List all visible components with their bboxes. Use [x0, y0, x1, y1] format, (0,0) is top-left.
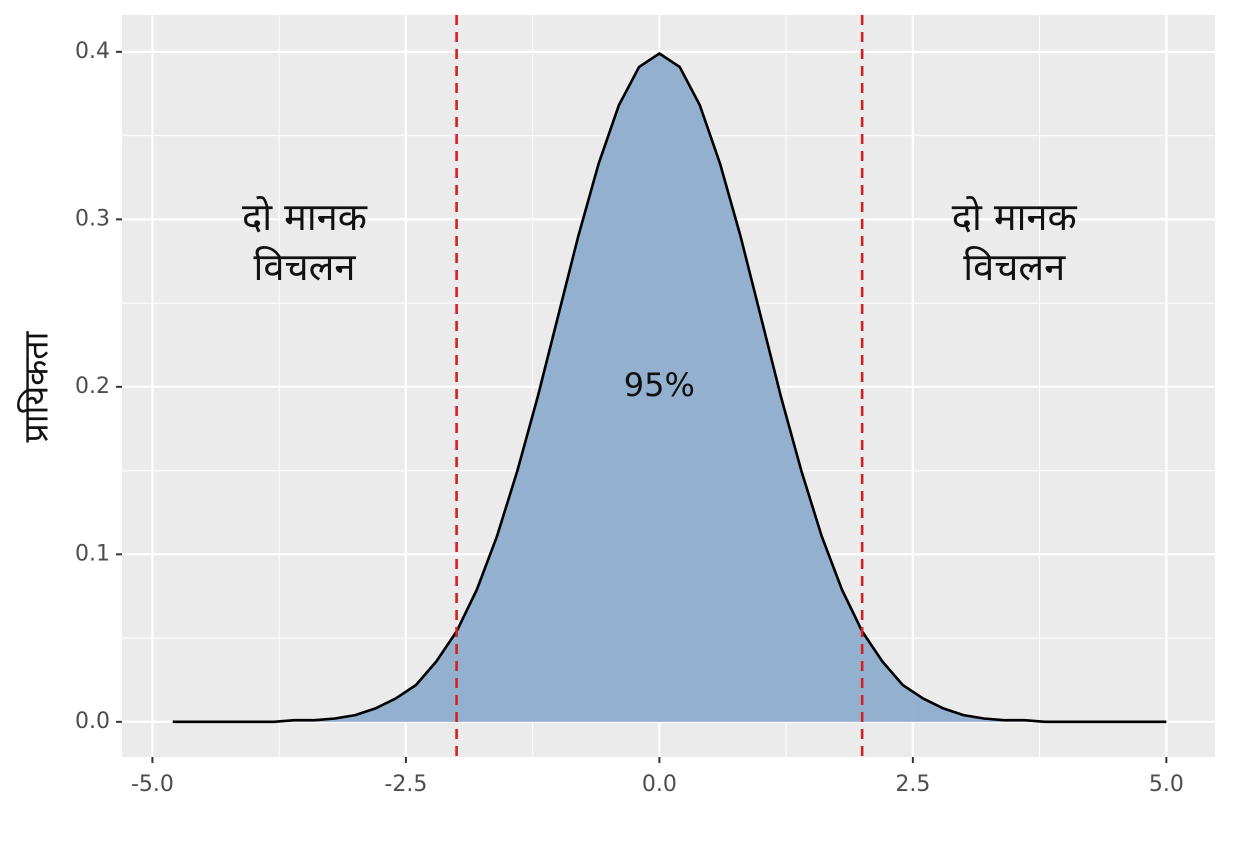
y-axis-label: प्रायिकता [17, 330, 57, 442]
x-tick-label: 5.0 [1149, 772, 1184, 797]
annotation: विचलन [254, 245, 357, 289]
y-tick-label: 0.3 [75, 206, 110, 231]
annotation: विचलन [963, 245, 1066, 289]
annotation: दो मानक [242, 195, 368, 239]
x-tick-label: -2.5 [384, 772, 427, 797]
x-tick-label: -5.0 [131, 772, 174, 797]
x-tick-label: 2.5 [895, 772, 930, 797]
annotation: दो मानक [952, 195, 1078, 239]
y-tick-label: 0.0 [75, 709, 110, 734]
y-tick-label: 0.4 [75, 39, 110, 64]
density-line [172, 52, 1167, 724]
area-fill [172, 53, 1167, 722]
x-tick-label: 0.0 [642, 772, 677, 797]
y-tick-label: 0.2 [75, 374, 110, 399]
annotation: 95% [624, 366, 695, 404]
y-tick-label: 0.1 [75, 541, 110, 566]
